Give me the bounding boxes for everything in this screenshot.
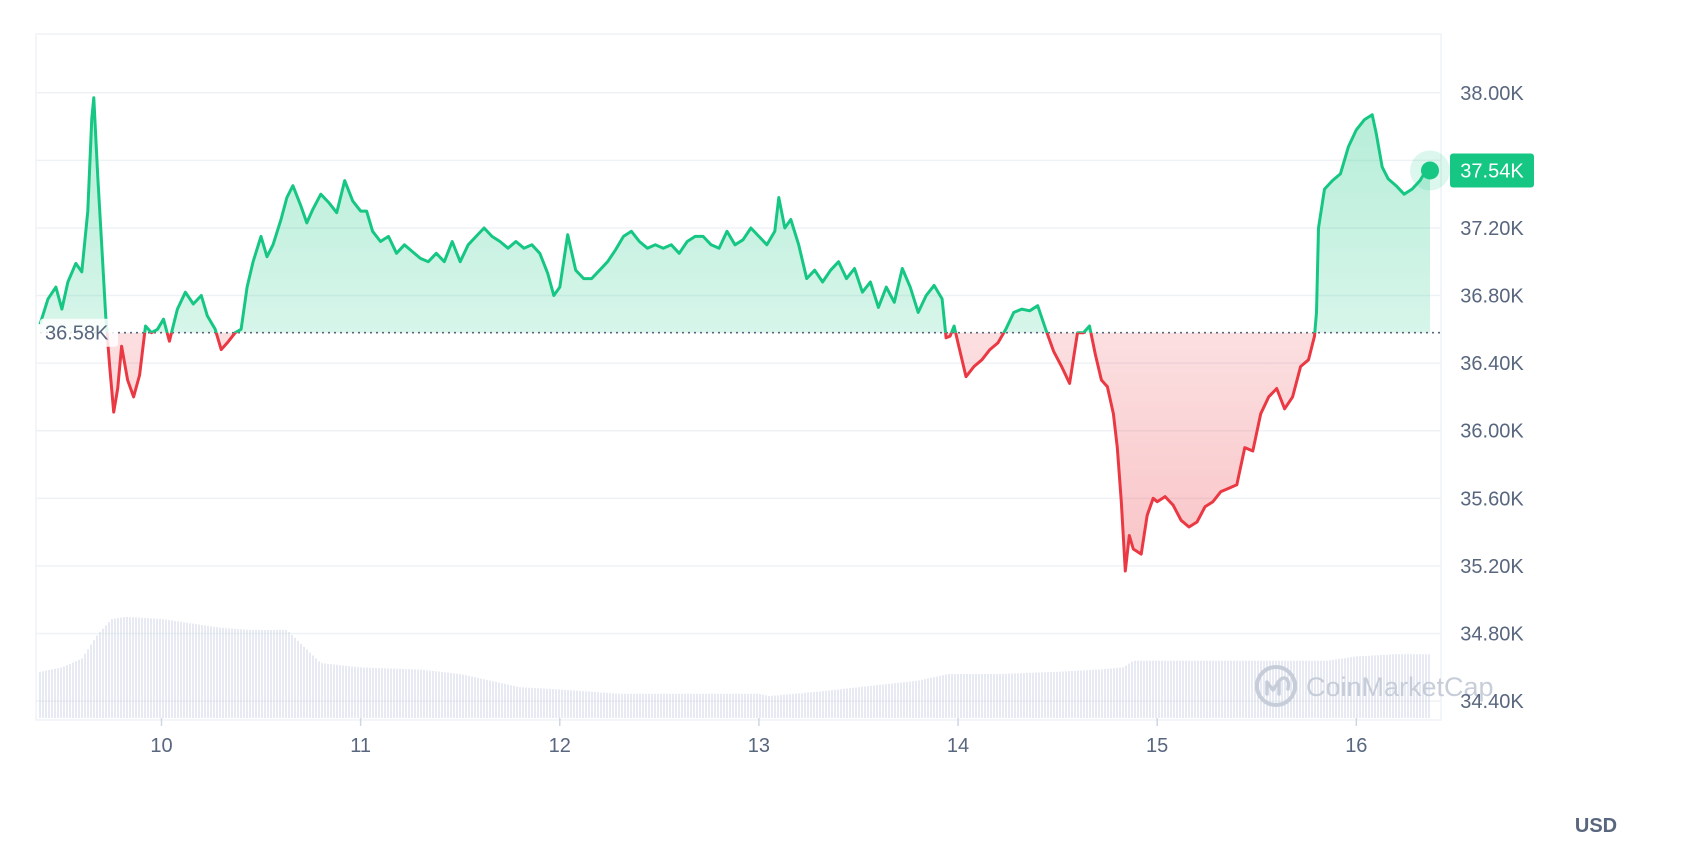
current-price-dot (1421, 161, 1439, 180)
y-tick-label: 34.40K (1460, 691, 1524, 713)
coinmarketcap-logo-icon (1255, 665, 1297, 707)
volume-bars (39, 616, 1430, 718)
x-tick-label: 16 (1345, 735, 1367, 757)
y-tick-label: 38.00K (1460, 83, 1524, 105)
y-tick-label: 34.80K (1460, 624, 1524, 646)
watermark-text: CoinMarketCap (1306, 672, 1494, 702)
watermark: CoinMarketCap (1255, 665, 1494, 707)
price-line (38, 96, 1430, 573)
y-tick-label: 35.60K (1460, 488, 1524, 510)
current-price-text: 37.54K (1460, 160, 1524, 182)
x-tick-label: 10 (150, 735, 172, 757)
area-fill-up (40, 97, 1430, 333)
plot-border (35, 33, 1442, 721)
current-price-badge (1450, 153, 1534, 188)
currency-label: USD (1575, 815, 1617, 837)
price-line-up (38, 96, 1430, 333)
reference-price-label: 36.58K (40, 318, 118, 347)
current-price: 37.54K (1410, 150, 1534, 191)
x-tick-label: 15 (1146, 735, 1168, 757)
y-tick-label: 37.20K (1460, 218, 1524, 240)
x-tick-label: 13 (748, 735, 770, 757)
x-axis: 10 11 12 13 14 15 16 (150, 718, 1367, 757)
reference-price-text: 36.58K (45, 323, 109, 345)
x-tick-label: 14 (947, 735, 969, 757)
price-area (40, 97, 1430, 571)
y-tick-label: 35.20K (1460, 556, 1524, 578)
x-tick-label: 11 (350, 735, 371, 757)
price-line-down (105, 332, 1317, 573)
y-tick-label: 36.80K (1460, 286, 1524, 308)
area-fill-down (107, 332, 1315, 571)
x-tick-label: 12 (549, 735, 571, 757)
y-tick-label: 36.00K (1460, 421, 1524, 443)
y-tick-label: 36.40K (1460, 353, 1524, 375)
